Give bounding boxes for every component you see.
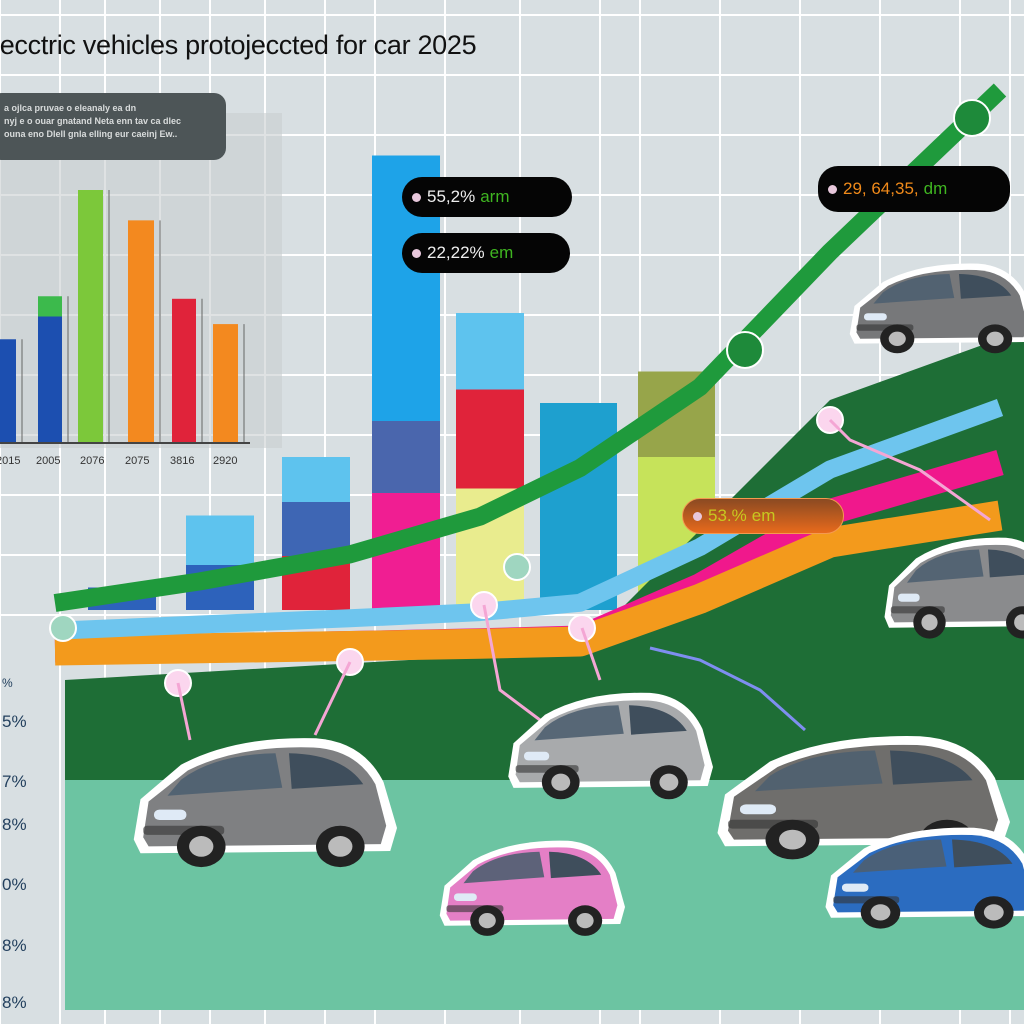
y-axis-label: %	[2, 676, 13, 690]
stacked-bar-segment	[540, 403, 617, 610]
note-line: ouna eno Dlell gnla elling eur caeinj Ew…	[4, 129, 178, 139]
stacked-bar-segment	[186, 515, 254, 565]
callout-unit: arm	[480, 187, 510, 206]
chart-title: lecctric vehicles protojeccted for car 2…	[0, 30, 477, 60]
series-line	[54, 500, 1003, 666]
bar	[128, 220, 154, 443]
data-point-marker	[503, 553, 531, 581]
note-line: a ojlca pruvae o eleanaly ea dn	[4, 103, 137, 113]
callout-unit: em	[489, 243, 514, 262]
car-gray-top-right	[849, 263, 1024, 354]
stacked-bar-segment	[456, 313, 524, 390]
x-tick-label: 2005	[36, 455, 61, 467]
callout-value: 53.%	[708, 506, 747, 525]
stacked-bar-segment	[282, 502, 350, 556]
callout-unit: em	[751, 506, 776, 525]
stacked-bar-segment	[456, 389, 524, 489]
bar	[213, 324, 238, 443]
x-tick-label: 3816	[170, 455, 195, 467]
info-note-box: a ojlca pruvae o eleanaly ea dn nyj e o …	[0, 93, 226, 160]
y-axis-label: 7%	[2, 772, 27, 791]
y-axis-label: 8%	[2, 815, 27, 834]
bar	[38, 316, 62, 443]
x-tick-label: 2075	[125, 455, 150, 467]
series-line	[54, 399, 1004, 640]
y-axis-label: 8%	[2, 936, 27, 955]
callout-label: 55,2% arm	[402, 177, 572, 217]
stacked-bar-segment	[372, 421, 440, 493]
y-axis-label: 5%	[2, 712, 27, 731]
series-line	[53, 83, 1007, 612]
bar	[78, 190, 103, 443]
bullet-icon	[412, 192, 421, 202]
data-point-marker	[953, 99, 991, 137]
dark-green-area	[65, 330, 1024, 780]
x-tick-label: 2920	[213, 455, 238, 467]
callout-value: 22,22%	[427, 243, 485, 262]
bar	[172, 298, 196, 443]
pink-leader-lines	[176, 418, 991, 741]
bar	[38, 296, 62, 317]
note-line: nyj e o ouar gnatand Neta enn tav ca dle…	[4, 116, 182, 126]
callout-label: 22,22% em	[402, 233, 570, 273]
callout-unit: dm	[923, 179, 948, 198]
stacked-bar-segment	[282, 457, 350, 502]
data-point-marker	[49, 614, 77, 642]
y-axis-label: 0%	[2, 875, 27, 894]
callout-label: 53.% em	[682, 498, 844, 534]
bullet-icon	[693, 511, 702, 521]
callout-label: 29, 64,35, dm	[818, 166, 1010, 212]
x-tick-label: 2076	[80, 455, 105, 467]
y-axis-label: 8%	[2, 993, 27, 1012]
bullet-icon	[828, 184, 837, 194]
callout-value: 55,2%	[427, 187, 476, 206]
data-point-marker	[726, 331, 764, 369]
bullet-icon	[412, 248, 421, 258]
blue-trend-line	[649, 646, 806, 732]
x-tick-label: 2015	[0, 455, 21, 467]
callout-value: 29, 64,35,	[843, 179, 919, 198]
bar	[0, 339, 16, 443]
